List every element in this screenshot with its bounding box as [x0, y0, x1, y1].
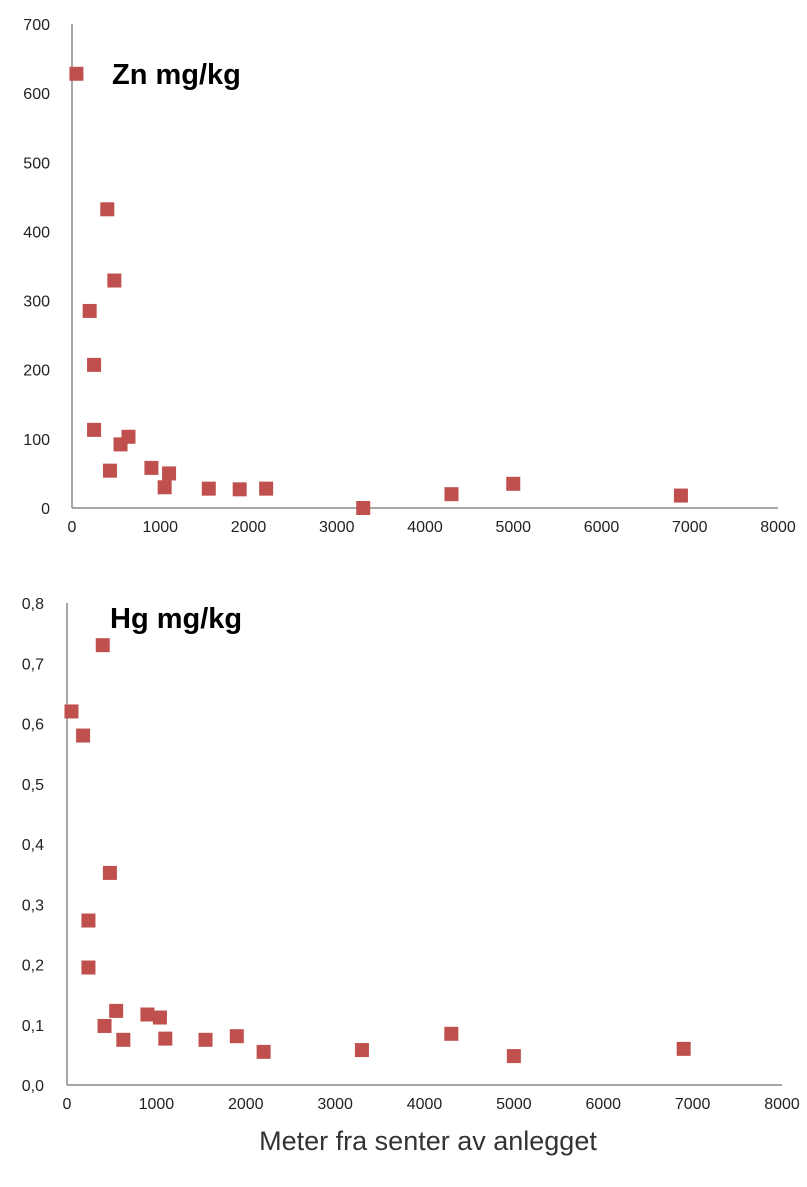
- hg-x-axis-label: Meter fra senter av anlegget: [259, 1126, 597, 1156]
- zn-data-point: [87, 357, 102, 372]
- hg-y-tick-label: 0,2: [22, 958, 44, 975]
- zn-y-tick-label: 700: [23, 17, 50, 34]
- hg-data-point: [354, 1043, 369, 1058]
- hg-x-tick-label: 2000: [228, 1096, 264, 1113]
- zn-x-tick-label: 7000: [672, 519, 708, 536]
- zn-data-point: [87, 422, 102, 437]
- zn-x-tick-labels: 0 1000 2000 3000 4000 5000 6000 7000 8000: [68, 519, 796, 536]
- hg-data-point: [676, 1041, 691, 1056]
- hg-x-tick-label: 1000: [139, 1096, 175, 1113]
- hg-chart-title: Hg mg/kg: [110, 603, 242, 635]
- zn-chart: 0 100 200 300 400 500 600 700 0 1000 2000 3000 4000…: [23, 17, 796, 536]
- zn-x-tick-label: 6000: [584, 519, 620, 536]
- zn-data-point: [259, 481, 274, 496]
- hg-y-tick-label: 0,5: [22, 777, 44, 794]
- zn-data-point: [144, 460, 159, 475]
- hg-data-point: [81, 913, 96, 928]
- zn-y-tick-label: 100: [23, 432, 50, 449]
- zn-data-point: [232, 482, 247, 497]
- hg-y-tick-label: 0,6: [22, 717, 44, 734]
- hg-data-point: [229, 1029, 244, 1044]
- hg-x-tick-label: 5000: [496, 1096, 532, 1113]
- hg-data-point: [506, 1049, 521, 1064]
- hg-x-tick-label: 6000: [585, 1096, 621, 1113]
- zn-x-tick-label: 1000: [142, 519, 178, 536]
- zn-data-point: [69, 66, 84, 81]
- zn-data-point: [100, 202, 115, 217]
- hg-y-tick-label: 0,7: [22, 656, 44, 673]
- hg-y-tick-labels: 0,0 0,1 0,2 0,3 0,4 0,5 0,6 0,7 0,8: [22, 596, 44, 1095]
- zn-data-point: [162, 466, 177, 481]
- zn-data-point: [121, 429, 136, 444]
- zn-data-point: [102, 463, 117, 478]
- zn-data-point: [107, 273, 122, 288]
- hg-data-point: [81, 960, 96, 975]
- zn-y-tick-label: 500: [23, 155, 50, 172]
- hg-data-point: [116, 1032, 131, 1047]
- zn-x-tick-label: 8000: [760, 519, 796, 536]
- hg-y-tick-label: 0,3: [22, 897, 44, 914]
- zn-y-tick-labels: 0 100 200 300 400 500 600 700: [23, 17, 50, 518]
- hg-y-tick-label: 0,8: [22, 596, 44, 613]
- hg-y-tick-label: 0,0: [22, 1078, 44, 1095]
- hg-chart: 0,0 0,1 0,2 0,3 0,4 0,5 0,6 0,7 0,8 0 1000 2000 300…: [22, 596, 800, 1156]
- zn-y-tick-label: 600: [23, 86, 50, 103]
- hg-x-tick-label: 8000: [764, 1096, 800, 1113]
- hg-data-point: [102, 865, 117, 880]
- hg-data-point: [256, 1044, 271, 1059]
- hg-data-point: [109, 1003, 124, 1018]
- hg-data-point: [140, 1007, 155, 1022]
- zn-data-point: [506, 476, 521, 491]
- zn-y-tick-label: 400: [23, 224, 50, 241]
- hg-x-tick-label: 4000: [407, 1096, 443, 1113]
- hg-data-point: [64, 704, 79, 719]
- zn-x-tick-label: 5000: [495, 519, 531, 536]
- zn-y-tick-label: 200: [23, 363, 50, 380]
- zn-x-tick-label: 0: [68, 519, 77, 536]
- zn-x-tick-label: 3000: [319, 519, 355, 536]
- hg-x-tick-label: 7000: [675, 1096, 711, 1113]
- zn-y-tick-label: 0: [41, 501, 50, 518]
- hg-y-tick-label: 0,1: [22, 1018, 44, 1035]
- hg-data-point: [198, 1032, 213, 1047]
- hg-data-point: [97, 1018, 112, 1033]
- zn-x-tick-label: 2000: [231, 519, 267, 536]
- zn-data-point: [673, 488, 688, 503]
- zn-x-tick-label: 4000: [407, 519, 443, 536]
- zn-data-point: [444, 487, 459, 502]
- zn-y-tick-label: 300: [23, 294, 50, 311]
- zn-data-point: [201, 481, 216, 496]
- hg-data-point: [444, 1026, 459, 1041]
- zn-data-point: [82, 303, 97, 318]
- hg-y-tick-label: 0,4: [22, 837, 44, 854]
- zn-data-point: [157, 480, 172, 495]
- hg-x-tick-label: 3000: [317, 1096, 353, 1113]
- zn-chart-title: Zn mg/kg: [112, 59, 241, 91]
- hg-data-point: [158, 1031, 173, 1046]
- zn-data-point: [356, 501, 371, 515]
- hg-data-point: [76, 728, 91, 743]
- hg-data-point: [152, 1010, 167, 1025]
- zn-data-points: [69, 66, 688, 515]
- hg-data-point: [95, 638, 110, 653]
- hg-x-tick-label: 0: [63, 1096, 72, 1113]
- hg-data-points: [64, 638, 691, 1064]
- hg-x-tick-labels: 0 1000 2000 3000 4000 5000 6000 7000 8000: [63, 1096, 800, 1113]
